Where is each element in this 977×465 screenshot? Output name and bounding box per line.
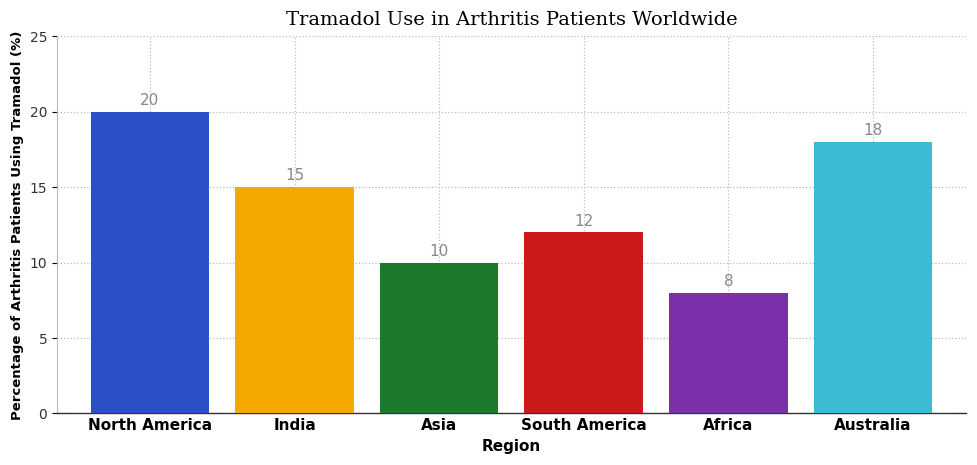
- Text: 10: 10: [430, 244, 448, 259]
- Title: Tramadol Use in Arthritis Patients Worldwide: Tramadol Use in Arthritis Patients World…: [285, 11, 738, 29]
- Text: 8: 8: [724, 274, 733, 289]
- Bar: [814, 142, 932, 413]
- Bar: [525, 232, 643, 413]
- Bar: [235, 187, 354, 413]
- Text: 12: 12: [574, 213, 593, 229]
- Text: 15: 15: [285, 168, 304, 183]
- X-axis label: Region: Region: [482, 439, 541, 454]
- Text: 18: 18: [864, 123, 882, 138]
- Bar: [669, 293, 787, 413]
- Bar: [380, 263, 498, 413]
- Y-axis label: Percentage of Arthritis Patients Using Tramadol (%): Percentage of Arthritis Patients Using T…: [11, 30, 24, 419]
- Bar: [91, 112, 209, 413]
- Text: 20: 20: [141, 93, 159, 108]
